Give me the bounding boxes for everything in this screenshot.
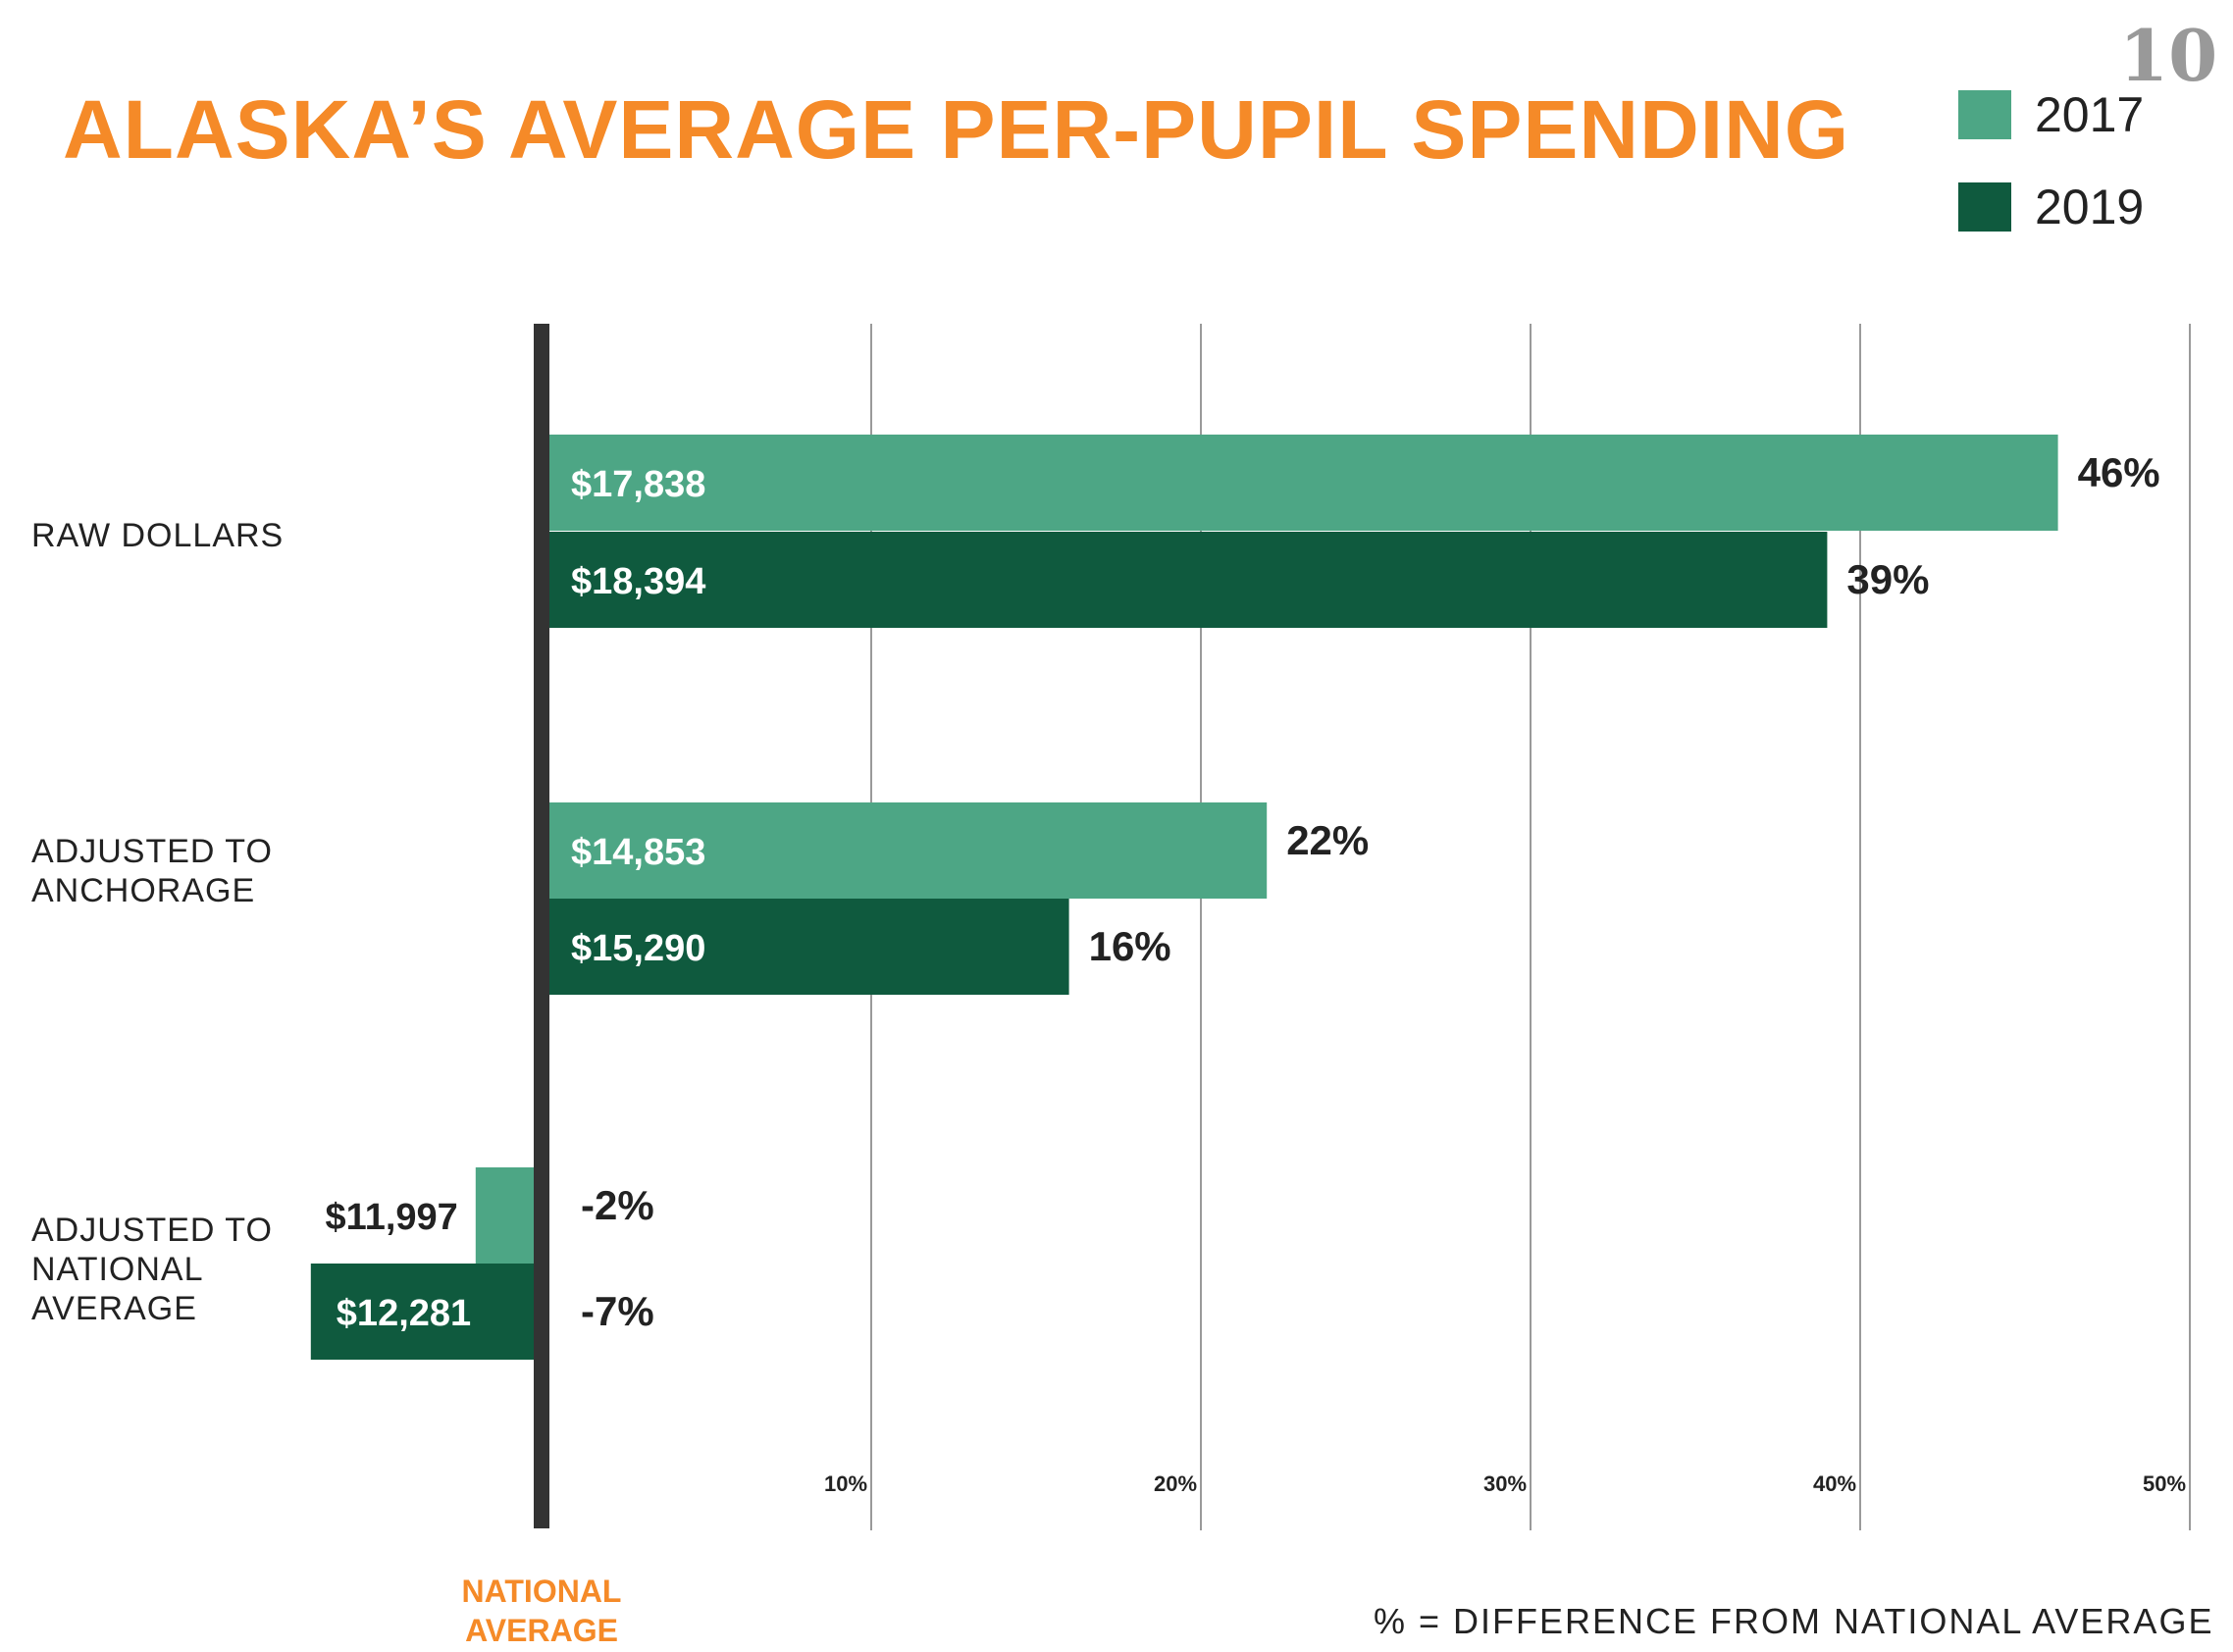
x-tick-label: 40% <box>1813 1471 1856 1496</box>
x-tick-label: 10% <box>824 1471 867 1496</box>
pct-label: -7% <box>581 1288 654 1334</box>
x-axis-label: % = DIFFERENCE FROM NATIONAL AVERAGE <box>1374 1601 2214 1641</box>
baseline-label-line: NATIONAL <box>461 1574 622 1609</box>
bar-2019 <box>542 899 1069 995</box>
legend-item-2019: 2019 <box>1958 180 2145 234</box>
dollar-label: $12,281 <box>337 1293 471 1334</box>
x-tick-label: 30% <box>1483 1471 1527 1496</box>
category-label-line: RAW DOLLARS <box>31 517 285 554</box>
national-average-line <box>534 324 549 1528</box>
category-label-line: ANCHORAGE <box>31 872 256 909</box>
legend-swatch-2017 <box>1958 90 2011 139</box>
pct-label: 46% <box>2078 449 2160 495</box>
pct-label: 22% <box>1286 817 1369 863</box>
pct-label: 16% <box>1089 923 1171 969</box>
category-label-line: NATIONAL <box>31 1251 204 1288</box>
category-label-adjusted-to-anchorage: ADJUSTED TO ANCHORAGE <box>31 832 273 910</box>
bar-2017 <box>475 1167 542 1264</box>
baseline-label: NATIONAL AVERAGE <box>422 1572 661 1650</box>
bar-2017 <box>542 802 1268 899</box>
pct-label: 39% <box>1846 556 1929 602</box>
legend-swatch-2019 <box>1958 182 2011 232</box>
dollar-label: $14,853 <box>571 832 705 873</box>
dollar-label: $17,838 <box>571 464 705 505</box>
bar-2017 <box>542 435 2058 531</box>
bar-2019 <box>310 1264 542 1360</box>
x-tick-label: 20% <box>1154 1471 1197 1496</box>
chart-title: ALASKA’S AVERAGE PER-PUPIL SPENDING <box>63 83 1850 176</box>
x-tick-label: 50% <box>2143 1471 2186 1496</box>
legend-label-2019: 2019 <box>2035 180 2145 234</box>
category-label-adjusted-to-national-average: ADJUSTED TO NATIONAL AVERAGE <box>31 1211 273 1328</box>
baseline-label-line: AVERAGE <box>465 1613 618 1648</box>
category-label-line: ADJUSTED TO <box>31 833 273 870</box>
legend-item-2017: 2017 <box>1958 87 2144 142</box>
page-number: 10 <box>2119 14 2218 97</box>
category-label-line: ADJUSTED TO <box>31 1212 273 1249</box>
category-label-raw-dollars: RAW DOLLARS <box>31 516 284 555</box>
category-label-line: AVERAGE <box>31 1290 197 1327</box>
bar-2019 <box>542 532 1828 628</box>
pct-label: -2% <box>581 1182 654 1228</box>
legend-label-2017: 2017 <box>2035 87 2145 142</box>
dollar-label: $18,394 <box>571 561 705 602</box>
dollar-label: $11,997 <box>326 1197 458 1238</box>
dollar-label: $15,290 <box>571 928 705 969</box>
